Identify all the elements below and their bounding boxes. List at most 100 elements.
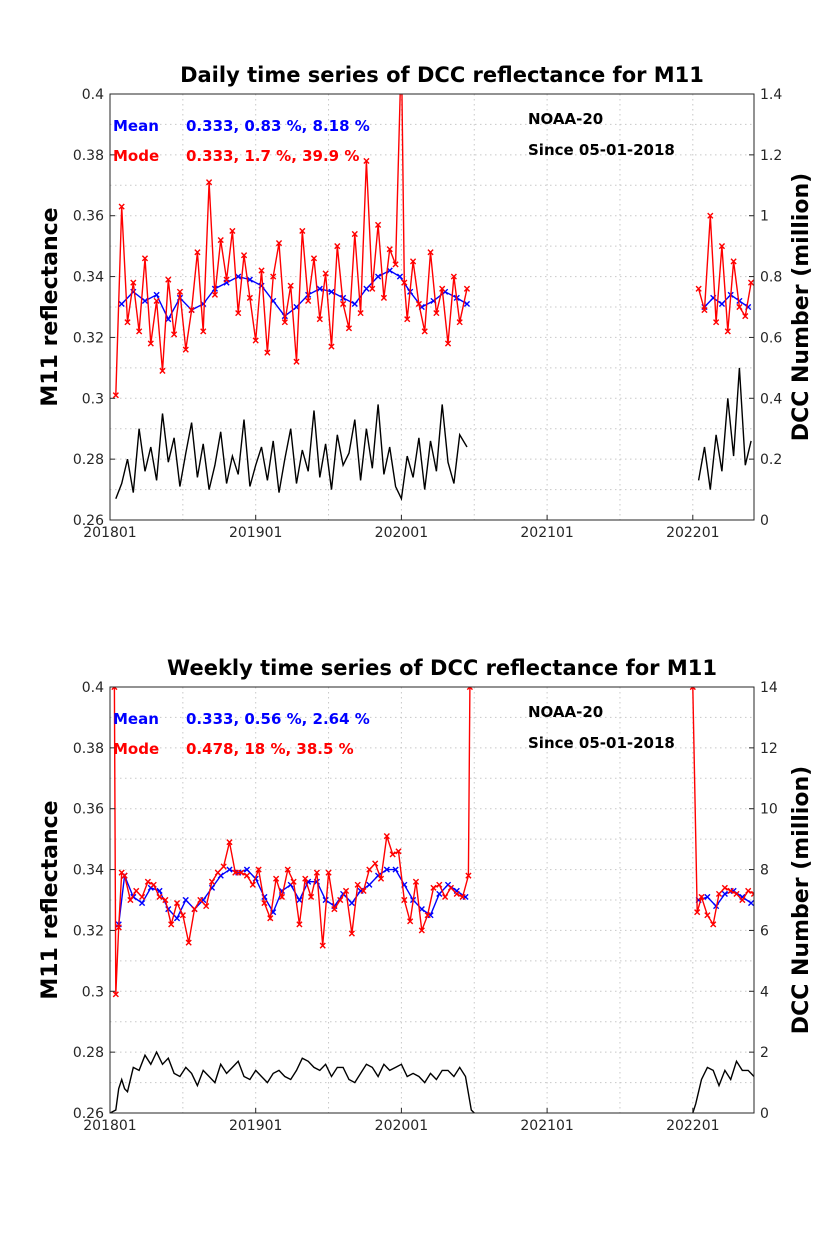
mode-data-point — [275, 240, 283, 247]
y2-tick-label: 4 — [760, 984, 769, 1000]
mode-data-point — [296, 921, 303, 928]
mode-data-point — [191, 906, 198, 913]
mode-data-point — [745, 887, 752, 894]
mode-data-point — [138, 893, 146, 901]
mode-data-point — [369, 285, 376, 292]
mean-data-point — [316, 285, 323, 292]
mode-data-point — [363, 157, 370, 165]
mode-series-line — [115, 94, 468, 396]
mode-data-point — [127, 896, 134, 904]
mode-series-line — [697, 215, 752, 332]
y2-tick-label: 1.4 — [760, 87, 782, 103]
mode-data-point — [698, 893, 705, 901]
series-group — [110, 687, 754, 1113]
mode-data-point — [377, 875, 385, 882]
mode-label: Mode — [113, 740, 159, 758]
daily-chart-panel: 201801 201901 202001 202101 202201 0.26 0.28 0.… — [38, 63, 814, 541]
x-tick-label: 201901 — [229, 525, 282, 541]
y2-tick-label: 8 — [760, 863, 769, 879]
mode-data-point — [466, 687, 473, 691]
mode-data-point — [450, 273, 457, 280]
mode-data-point — [334, 243, 341, 250]
mean-data-point — [138, 899, 146, 907]
y2-tick-label: 0.2 — [760, 452, 782, 468]
mode-data-point — [179, 912, 186, 919]
mean-data-point — [141, 297, 149, 305]
y-tick-label: 0.26 — [73, 1106, 104, 1122]
mode-data-point — [299, 227, 306, 235]
mode-data-point — [226, 839, 233, 846]
mode-data-point — [345, 325, 353, 332]
mode-data-point — [718, 243, 726, 250]
y2-tick-label: 1.2 — [760, 148, 782, 164]
mode-data-point — [197, 896, 204, 904]
mode-data-point — [436, 881, 443, 888]
mode-data-point — [305, 297, 312, 305]
mode-data-point — [165, 276, 172, 283]
mode-data-point — [409, 258, 417, 265]
mode-data-point — [188, 306, 195, 314]
series-group — [112, 94, 754, 502]
mean-data-point — [436, 890, 443, 898]
mode-data-point — [694, 909, 701, 916]
mode-data-point — [348, 930, 355, 937]
mode-data-point — [715, 890, 723, 898]
mode-data-point — [214, 869, 221, 876]
mode-data-point — [278, 893, 286, 901]
mode-data-point — [144, 878, 151, 885]
mode-data-point — [147, 340, 154, 347]
mode-data-point — [307, 893, 315, 901]
mode-data-point — [354, 881, 361, 888]
mode-data-point — [695, 285, 702, 292]
mode-data-point — [319, 942, 326, 949]
mode-data-point — [701, 306, 708, 314]
mean-data-point — [747, 899, 754, 907]
mode-data-point — [395, 848, 402, 855]
y2-tick-label: 0.4 — [760, 391, 782, 407]
y-tick-label: 0.4 — [82, 680, 104, 696]
y-axis-label: M11 reflectance — [38, 800, 63, 999]
mode-data-point — [386, 246, 393, 253]
y-tick-label: 0.3 — [82, 391, 104, 407]
mode-data-point — [168, 921, 175, 928]
dcc-number-series-line — [110, 1050, 475, 1113]
mode-data-point — [130, 279, 137, 286]
mode-series-line — [113, 687, 471, 995]
mode-data-point — [331, 906, 338, 913]
mode-data-point — [124, 319, 131, 326]
mode-data-point — [194, 249, 201, 256]
mode-data-point — [459, 893, 466, 901]
y2-tick-label: 0 — [760, 1106, 769, 1122]
mode-stats: 0.478, 18 %, 38.5 % — [186, 740, 354, 758]
plot-frame — [109, 686, 755, 1114]
mode-data-point — [133, 887, 140, 894]
y2-tick-label: 2 — [760, 1045, 769, 1061]
mode-data-point — [290, 878, 297, 885]
mode-data-point — [249, 881, 256, 888]
y2-tick-label: 12 — [760, 741, 778, 757]
x-tick-label: 202101 — [520, 525, 573, 541]
mode-data-point — [412, 878, 420, 885]
mode-data-point — [141, 255, 149, 262]
mode-data-point — [200, 328, 207, 335]
mode-data-point — [223, 276, 230, 283]
y-tick-label: 0.34 — [73, 863, 104, 879]
y-tick-label: 0.36 — [73, 209, 104, 225]
mode-data-point — [261, 899, 268, 907]
x-tick-label: 202001 — [375, 525, 428, 541]
y2-tick-label: 0.8 — [760, 270, 782, 286]
mode-data-point — [267, 915, 274, 922]
mode-data-point — [325, 869, 332, 876]
y2-tick-label: 1 — [760, 209, 769, 225]
mode-data-point — [150, 881, 157, 888]
mode-data-point — [176, 288, 184, 295]
mean-data-point — [243, 866, 251, 873]
mode-data-point — [340, 300, 347, 308]
mode-data-point — [404, 316, 411, 323]
mode-data-point — [383, 833, 390, 840]
mode-data-point — [374, 221, 382, 228]
mode-data-point — [203, 902, 210, 910]
y-tick-label: 0.32 — [73, 330, 104, 346]
mode-data-point — [721, 884, 728, 891]
mode-data-point — [456, 319, 463, 326]
